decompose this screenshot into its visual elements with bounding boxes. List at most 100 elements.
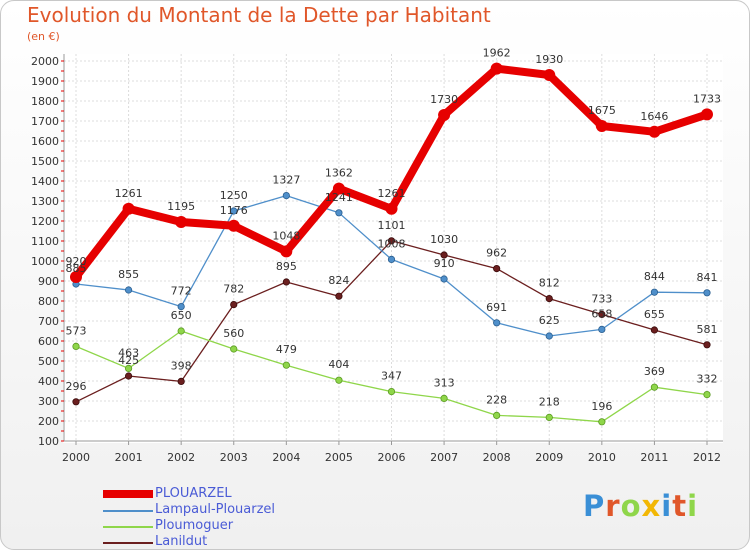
data-point [177,377,185,385]
series-group [70,62,713,426]
data-point [72,342,80,350]
data-point [703,289,711,297]
data-label: 1327 [272,174,300,187]
y-tick-label: 600 [38,335,59,348]
legend-item-lanildut[interactable]: Lanildut [103,534,363,549]
legend-swatch [103,490,153,498]
data-label: 844 [644,270,665,283]
data-point [598,418,606,426]
data-point [440,275,448,283]
proxiti-logo: Proxiti [583,489,698,523]
data-label: 1261 [378,187,406,200]
data-point [493,411,501,419]
legend-label: Ploumoguer [155,518,234,533]
chart-title: Evolution du Montant de la Dette par Hab… [27,3,491,27]
data-label: 1048 [272,229,300,242]
x-tick-label: 2003 [220,451,248,464]
data-label: 581 [697,323,718,336]
y-tick-label: 1300 [31,195,59,208]
data-point [332,182,345,195]
data-labels: 920 1261 1195 1176 1048 1362 1261 1730 1962 1930 1… [66,47,722,413]
data-point [703,341,711,349]
legend-label: Lampaul-Plouarzel [155,502,276,517]
data-label: 369 [644,365,665,378]
x-tick-label: 2002 [167,451,195,464]
data-label: 824 [328,274,349,287]
logo-letter: x [641,489,662,523]
x-tick-label: 2001 [115,451,143,464]
data-label: 920 [66,255,87,268]
data-label: 573 [66,324,87,337]
data-point [490,62,503,75]
x-tick-label: 2012 [693,451,721,464]
data-label: 228 [486,393,507,406]
data-point [387,387,396,396]
data-label: 1261 [115,187,143,200]
data-label: 1008 [378,237,406,250]
y-tick-label: 1900 [31,75,59,88]
data-point [650,383,659,391]
x-tick-label: 2008 [483,451,511,464]
x-tick-label: 2007 [430,451,458,464]
data-label: 782 [223,283,244,296]
data-label: 625 [539,314,560,327]
data-label: 218 [539,395,560,408]
legend-item-plouarzel[interactable]: PLOUARZEL [103,486,363,503]
legend-item-ploumoguer[interactable]: Ploumoguer [103,518,363,535]
data-label: 885 [66,262,87,275]
data-point [177,302,185,311]
legend-swatch [103,526,153,528]
data-point [493,319,501,327]
logo-letter: P [583,489,606,523]
data-label: 404 [328,358,349,371]
y-tick-label: 1100 [31,235,59,248]
data-label: 1195 [167,200,195,213]
x-tick-label: 2005 [325,451,353,464]
y-tick-label: 500 [38,355,59,368]
data-point [122,202,135,215]
data-label: 196 [591,400,612,413]
data-label: 479 [276,343,297,356]
data-point [493,264,501,273]
data-point [385,202,398,215]
y-tick-label: 1000 [31,255,59,268]
data-point [440,251,448,259]
legend-swatch [103,510,153,512]
data-label: 332 [697,373,718,386]
data-label: 655 [644,308,665,321]
data-label: 772 [171,285,192,298]
data-label: 1101 [378,219,406,232]
data-point [124,372,133,380]
data-point [703,390,711,399]
data-point [230,345,238,353]
data-point [545,413,553,421]
logo-letter: r [605,489,621,523]
y-tick-label: 2000 [31,55,59,68]
plot-area [63,54,723,443]
data-point [595,120,608,132]
data-point [335,376,343,384]
data-point [230,207,238,215]
logo-letter: i [687,489,699,523]
data-label: 691 [486,301,507,314]
data-label: 1930 [535,53,563,66]
data-point [650,288,659,296]
y-tick-label: 800 [38,295,59,308]
data-point [387,255,396,263]
data-point [282,278,290,286]
data-point [282,361,290,369]
legend-label: Lanildut [155,534,208,549]
legend-item-lampaul-plouarzel[interactable]: Lampaul-Plouarzel [103,502,363,519]
chart-subtitle: (en €) [27,30,60,43]
y-tick-label: 900 [38,275,59,288]
y-tick-label: 300 [38,395,59,408]
data-point [701,108,713,121]
data-point [335,292,343,300]
logo-letter: o [620,489,642,523]
data-label: 425 [118,354,139,367]
data-label: 733 [591,292,612,305]
x-tick-label: 2004 [272,451,300,464]
y-tick-label: 1200 [31,215,59,228]
data-label: 398 [171,359,192,372]
